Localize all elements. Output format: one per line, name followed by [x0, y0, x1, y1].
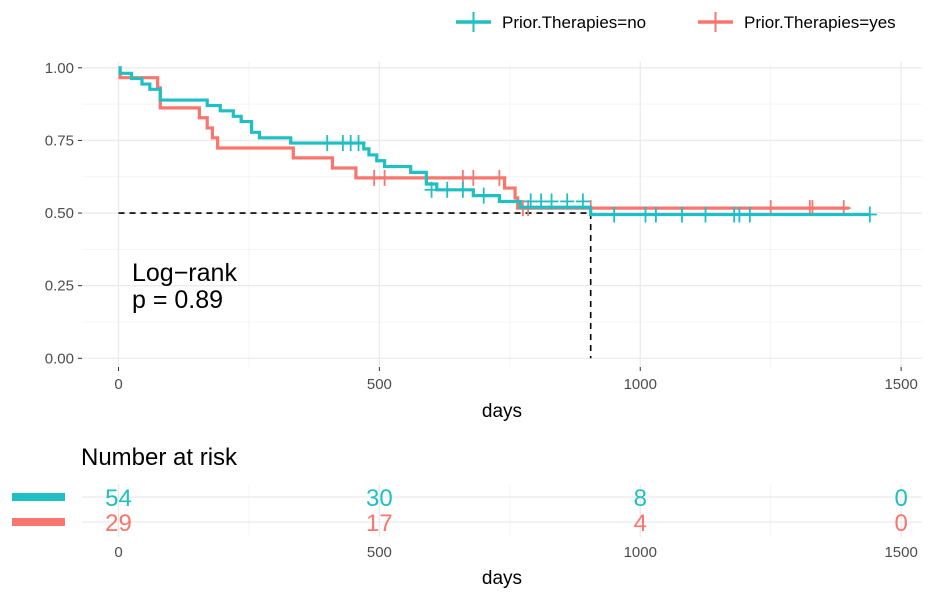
- risk-table-title: Number at risk: [81, 444, 238, 471]
- survival-curve-no: [118, 66, 870, 217]
- legend-label-yes: Prior.Therapies=yes: [744, 13, 896, 32]
- x-tick-label: 1000: [624, 376, 657, 393]
- x-tick-label: 0: [114, 376, 122, 393]
- log-rank-annotation: Log−rank p = 0.89: [132, 259, 237, 314]
- risk-count: 17: [366, 510, 393, 537]
- log-rank-label: Log−rank: [132, 259, 237, 287]
- risk-x-tick-label: 0: [114, 544, 122, 561]
- risk-strata-key-no: [12, 493, 65, 501]
- x-tick-label: 500: [367, 376, 392, 393]
- risk-count: 30: [366, 485, 393, 512]
- y-tick-label: 0.75: [45, 132, 74, 149]
- risk-count: 29: [105, 510, 132, 537]
- risk-count: 0: [894, 510, 907, 537]
- x-axis-title: days: [482, 401, 522, 422]
- risk-x-tick-label: 1500: [884, 544, 917, 561]
- y-tick-label: 0.25: [45, 278, 74, 295]
- y-tick-label: 0.00: [45, 350, 74, 367]
- risk-count: 4: [634, 510, 647, 537]
- risk-count: 54: [105, 485, 132, 512]
- y-tick-label: 1.00: [45, 60, 74, 77]
- legend-label-no: Prior.Therapies=no: [502, 13, 646, 32]
- survival-curve-yes: [118, 66, 849, 210]
- risk-count: 0: [894, 485, 907, 512]
- risk-x-axis-title: days: [482, 568, 522, 589]
- risk-x-tick-label: 500: [367, 544, 392, 561]
- risk-x-tick-label: 1000: [624, 544, 657, 561]
- risk-strata-key-yes: [12, 518, 65, 526]
- x-tick-label: 1500: [884, 376, 917, 393]
- risk-count: 8: [634, 485, 647, 512]
- km-plot-panel: 0 500 1000 1500 0.00 0.25 0.50 0.75 1.00 days: [45, 60, 922, 422]
- legend: Prior.Therapies=no Prior.Therapies=yes: [456, 12, 896, 32]
- p-value-label: p = 0.89: [132, 286, 223, 314]
- y-tick-label: 0.50: [45, 205, 74, 222]
